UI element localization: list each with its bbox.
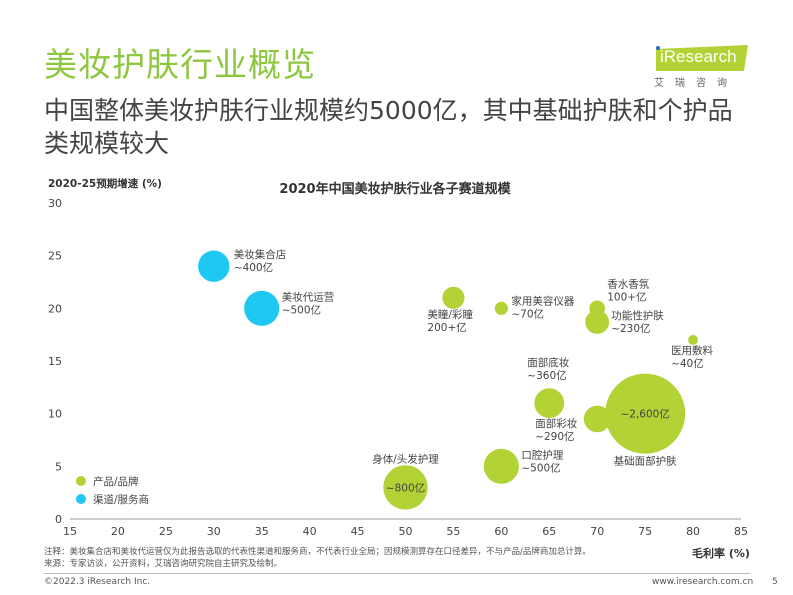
bubble-label-name: 美妆代运营: [282, 290, 335, 303]
logo-text: iResearch: [660, 47, 737, 66]
bubble-label-size: ~360亿: [527, 369, 566, 382]
bubble-label-name: 功能性护肤: [611, 309, 664, 322]
bubble-label-name: 美瞳/彩瞳: [427, 308, 473, 321]
bubble-point: [583, 405, 611, 433]
bubble-label-size: ~230亿: [611, 322, 650, 335]
x-tick-label: 30: [207, 525, 221, 538]
iresearch-logo: iResearch 艾瑞咨询: [652, 45, 748, 89]
bubble-label-name: 美妆集合店: [234, 248, 286, 261]
x-tick-label: 50: [399, 525, 413, 538]
bubble-label-size: ~500亿: [521, 461, 560, 474]
bubble-point: [688, 334, 699, 345]
bubble-point: [244, 290, 280, 326]
bubble-label-size: 100+亿: [607, 290, 646, 303]
bubble-label-name: 面部底妆: [527, 356, 569, 369]
legend-label: 产品/品牌: [93, 475, 139, 488]
bubble-label-size: ~800亿: [386, 481, 425, 494]
page-title: 美妆护肤行业概览: [44, 45, 316, 84]
x-tick-label: 85: [734, 525, 748, 538]
x-axis-label: 毛利率 (%): [692, 547, 750, 560]
logo-cn: 艾瑞咨询: [654, 78, 738, 89]
x-tick-label: 25: [159, 525, 173, 538]
footer-divider: [44, 573, 750, 574]
x-tick-label: 35: [255, 525, 269, 538]
bubble-point: [585, 310, 610, 334]
bubble-label-size: ~70亿: [511, 307, 544, 320]
x-tick-label: 70: [590, 525, 604, 538]
bubble-label-name: 香水香氛: [607, 277, 649, 290]
y-tick-label: 0: [55, 513, 62, 526]
bubble-point: [198, 250, 230, 282]
bubble-label-size: ~40亿: [671, 357, 704, 370]
x-tick-label: 65: [542, 525, 556, 538]
chart-title: 2020年中国美妆护肤行业各子赛道规模: [279, 181, 511, 197]
y-tick-label: 5: [55, 460, 62, 473]
bubble-label-size: ~290亿: [535, 430, 574, 443]
bubble-label-name: 身体/头发护理: [372, 452, 439, 465]
bubble-point: [383, 465, 428, 510]
bubble-point: [442, 286, 465, 309]
y-axis-label: 2020-25预期增速 (%): [48, 177, 162, 190]
y-tick-label: 15: [48, 355, 62, 368]
legend-marker: [76, 476, 86, 486]
x-tick-label: 45: [351, 525, 365, 538]
legend-marker: [76, 494, 86, 504]
x-tick-label: 40: [303, 525, 317, 538]
bubble-label-name: 口腔护理: [521, 448, 563, 461]
y-tick-label: 30: [48, 197, 62, 210]
x-tick-label: 75: [638, 525, 652, 538]
x-tick-label: 15: [63, 525, 77, 538]
footnote: 注释：美妆集合店和美妆代运营仅为此报告选取的代表性渠道和服务商，不代表行业全局；…: [44, 546, 591, 570]
legend-label: 渠道/服务商: [93, 493, 149, 506]
page-subtitle: 中国整体美妆护肤行业规模约5000亿，其中基础护肤和个护品类规模较大: [44, 96, 733, 158]
y-tick-label: 20: [48, 302, 62, 315]
bubble-label-size: ~2,600亿: [620, 408, 669, 421]
bubble-label-size: 200+亿: [427, 321, 466, 334]
bubble-point: [494, 301, 508, 315]
y-tick-label: 25: [48, 250, 62, 263]
x-tick-label: 20: [111, 525, 125, 538]
bubble-label-name: 面部彩妆: [535, 417, 577, 430]
bubble-point: [605, 373, 686, 454]
bubble-label-size: ~500亿: [282, 303, 321, 316]
x-tick-label: 80: [686, 525, 700, 538]
footer-url[interactable]: www.iresearch.com.cn: [652, 577, 754, 587]
bubble-label-name: 医用敷料: [671, 344, 713, 357]
bubble-label-name: 基础面部护肤: [614, 455, 677, 468]
bubble-label-size: ~400亿: [234, 261, 273, 274]
source-text: 来源：专家访谈，公开资料，艾瑞咨询研究院自主研究及绘制。: [44, 559, 283, 569]
x-tick-label: 60: [494, 525, 508, 538]
bubble-point: [534, 388, 565, 419]
bubble-label-name: 家用美容仪器: [511, 294, 574, 307]
page-number: 5: [772, 577, 778, 587]
note-text: 注释：美妆集合店和美妆代运营仅为此报告选取的代表性渠道和服务商，不代表行业全局；…: [44, 547, 591, 557]
x-tick-label: 55: [446, 525, 460, 538]
bubble-point: [483, 448, 519, 484]
y-tick-label: 10: [48, 408, 62, 421]
copyright: ©2022.3 iResearch Inc.: [44, 577, 151, 587]
